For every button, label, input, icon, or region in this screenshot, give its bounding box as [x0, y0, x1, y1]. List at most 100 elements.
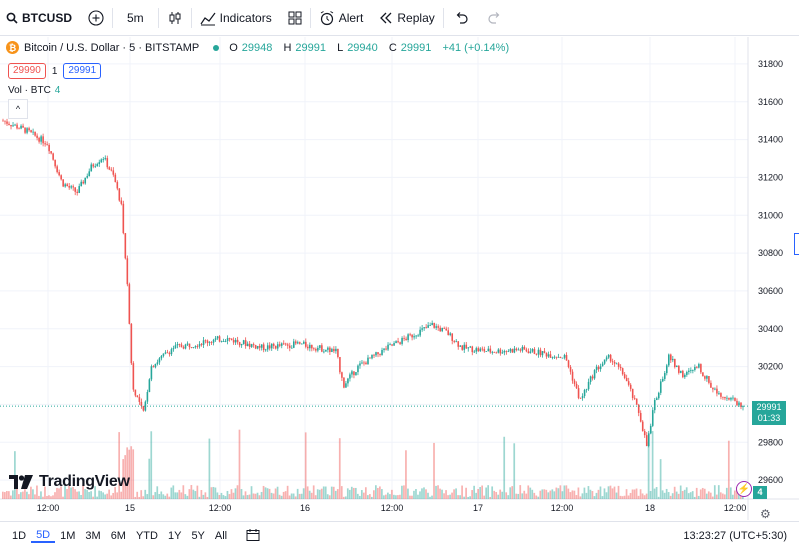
candle-body [563, 355, 566, 358]
candle-body [280, 343, 283, 346]
candle-body [112, 170, 115, 175]
templates-button[interactable] [280, 0, 310, 36]
candle-body [700, 364, 702, 373]
candle-body [367, 357, 369, 365]
volume-bar [563, 485, 566, 499]
candle-body [359, 363, 361, 366]
indicators-button[interactable]: Indicators [192, 0, 280, 36]
volume-bar [543, 489, 546, 499]
buy-button[interactable]: 29991 [63, 63, 102, 79]
candle-body [226, 338, 229, 342]
range-button[interactable]: 6M [110, 530, 126, 542]
x-tick-label: 15 [125, 503, 135, 513]
volume-bar [525, 493, 528, 499]
candle-body [485, 351, 488, 352]
candles-icon [169, 11, 181, 24]
candle-body [72, 186, 74, 188]
price-chart[interactable]: 2960029800300003020030400306003080031000… [0, 37, 799, 520]
tradingview-logo[interactable]: TradingView [9, 473, 130, 491]
go-to-date-button[interactable] [246, 528, 260, 545]
volume-legend[interactable]: Vol · BTC 4 [8, 85, 60, 96]
candle-body [58, 172, 60, 176]
candle-body [519, 349, 522, 351]
volume-bar [334, 490, 337, 499]
sell-button[interactable]: 29990 [8, 63, 46, 79]
volume-bar [377, 487, 379, 499]
volume-bar [20, 492, 22, 499]
close-value: 29991 [400, 41, 432, 54]
volume-bar [597, 489, 600, 499]
volume-bar [405, 450, 407, 499]
candle-body [347, 378, 349, 384]
lightning-icon[interactable]: ⚡ [736, 481, 752, 497]
candle-body [373, 354, 375, 356]
candle-body [375, 352, 377, 356]
volume-bar [316, 489, 319, 499]
symbol-search[interactable]: BTCUSD [0, 0, 80, 36]
candle-body [22, 125, 24, 128]
range-button[interactable]: 1D [12, 530, 27, 542]
candle-body [152, 366, 155, 368]
volume-bar [711, 496, 714, 499]
volume-bar [276, 486, 279, 499]
volume-bar [34, 494, 36, 499]
volume-bar [358, 495, 361, 499]
candle-body [32, 131, 34, 133]
candle-body [120, 200, 123, 204]
clock-timezone[interactable]: 13:23:27 (UTC+5:30) [683, 530, 787, 542]
series-title[interactable]: Bitcoin / U.S. Dollar · 5 · BITSTAMP [24, 41, 200, 54]
candle-body [405, 338, 407, 340]
redo-button[interactable] [478, 0, 512, 36]
range-button[interactable]: 5D [31, 529, 56, 543]
undo-button[interactable] [444, 0, 478, 36]
range-button[interactable]: 3M [85, 530, 101, 542]
candle-body [391, 344, 393, 346]
candle-body [533, 349, 536, 354]
candle-body [202, 340, 205, 345]
range-button[interactable]: YTD [135, 530, 158, 542]
volume-bar [282, 491, 285, 499]
candle-body [96, 164, 99, 167]
volume-bar [401, 485, 403, 499]
candle-body [732, 397, 734, 399]
candle-body [136, 395, 139, 398]
range-button[interactable]: 1M [60, 530, 76, 542]
volume-bar [84, 489, 86, 499]
candle-body [491, 351, 494, 353]
volume-bar [8, 491, 10, 499]
candle-body [525, 349, 528, 352]
volume-bar [326, 494, 329, 499]
candle-body [595, 366, 598, 371]
range-button[interactable]: 1Y [167, 530, 182, 542]
compare-button[interactable] [80, 0, 112, 36]
range-button[interactable]: All [214, 530, 228, 542]
gear-icon[interactable]: ⚙ [760, 507, 771, 521]
volume-bar [447, 495, 449, 499]
volume-bar [154, 492, 157, 499]
volume-bar [549, 490, 552, 499]
candle-body [507, 351, 510, 353]
volume-bar [599, 486, 602, 499]
volume-bar [248, 494, 251, 499]
candle-body [313, 348, 315, 350]
volume-bar [461, 485, 463, 499]
volume-bar [665, 488, 668, 499]
chart-type-button[interactable] [159, 0, 191, 36]
candle-body [475, 348, 478, 352]
volume-bar [190, 485, 193, 499]
candle-body [535, 353, 538, 355]
candle-body [142, 405, 145, 411]
alert-button[interactable]: Alert [311, 0, 372, 36]
chart-pane[interactable]: 2960029800300003020030400306003080031000… [0, 37, 799, 521]
candle-body [6, 121, 8, 124]
interval-button[interactable]: 5m [113, 0, 158, 36]
volume-bar [385, 494, 387, 499]
candle-body [104, 158, 107, 160]
range-button[interactable]: 5Y [191, 530, 205, 542]
side-panel-handle[interactable] [794, 233, 799, 255]
candle-body [321, 345, 323, 352]
collapse-legend-button[interactable]: ^ [8, 99, 28, 119]
volume-bar [92, 496, 94, 499]
replay-button[interactable]: Replay [371, 0, 442, 36]
volume-bar [693, 496, 696, 499]
